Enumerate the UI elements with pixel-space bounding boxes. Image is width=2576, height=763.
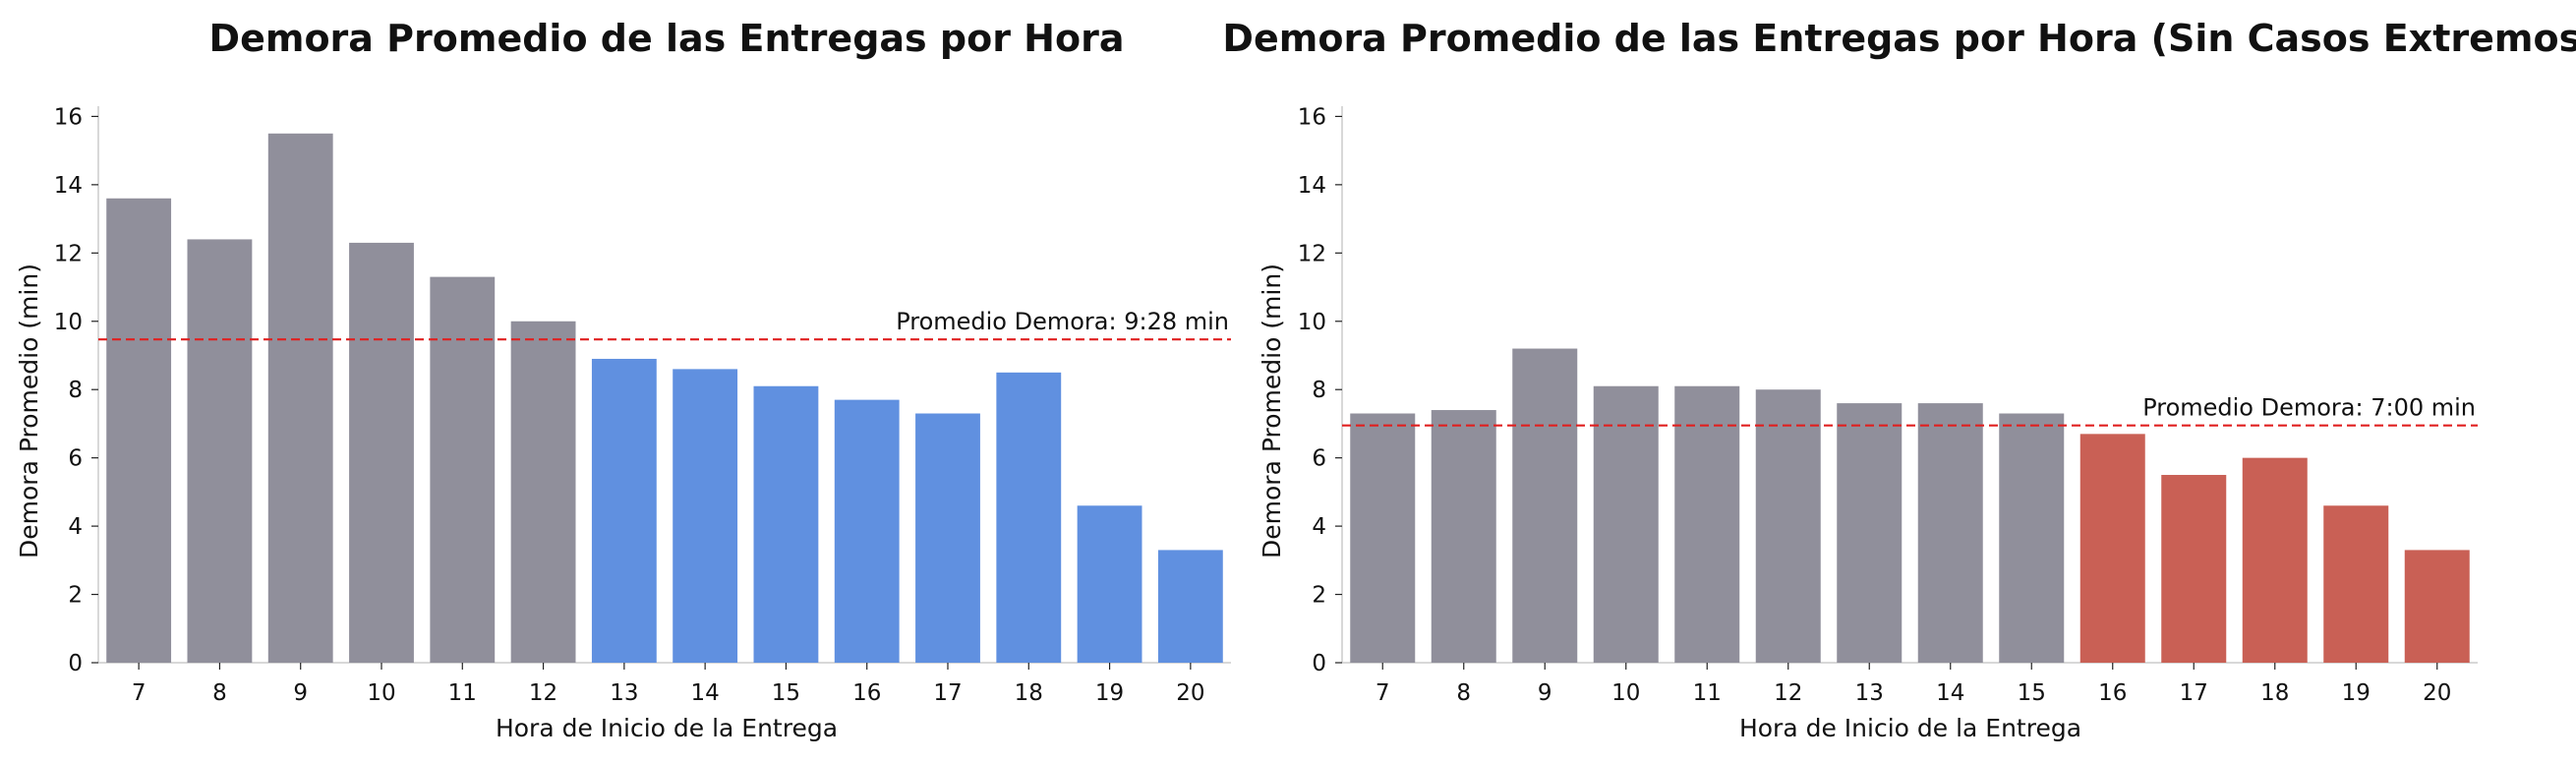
x-tick-label: 9 — [293, 680, 308, 706]
y-tick-label: 10 — [1298, 310, 1326, 335]
x-tick-label: 13 — [1855, 680, 1884, 706]
bar — [1157, 550, 1223, 663]
y-tick-label: 6 — [68, 446, 83, 472]
x-tick-label: 14 — [691, 680, 720, 706]
x-tick-label: 7 — [132, 680, 146, 706]
x-tick-label: 12 — [1774, 680, 1802, 706]
x-tick-label: 17 — [2180, 680, 2208, 706]
bar — [996, 372, 1062, 663]
x-tick-label: 14 — [1936, 680, 1964, 706]
bar — [349, 242, 414, 664]
y-tick-label: 2 — [68, 583, 83, 609]
x-tick-label: 19 — [1095, 680, 1124, 706]
y-tick-label: 16 — [54, 104, 83, 130]
bar — [1755, 389, 1821, 663]
y-tick-label: 12 — [1298, 241, 1326, 266]
chart-panel-left: Demora Promedio de las Entregas por Hora… — [15, 17, 1231, 742]
bar — [2161, 475, 2227, 663]
x-tick-label: 15 — [772, 680, 800, 706]
y-tick-label: 8 — [68, 378, 83, 403]
bar — [430, 276, 496, 663]
x-tick-label: 8 — [212, 680, 227, 706]
x-tick-label: 12 — [529, 680, 557, 706]
chart-title: Demora Promedio de las Entregas por Hora — [209, 17, 1125, 60]
bar — [2242, 457, 2308, 663]
plot-area: 0 2 4 6 8 10 12 14 16 7 8 9 10 11 12 13 14 15 16 17 18 19 20 Pr… — [54, 104, 1231, 706]
x-tick-label: 17 — [933, 680, 962, 706]
x-tick-label: 13 — [610, 680, 638, 706]
bar — [673, 369, 738, 663]
bar — [187, 239, 253, 663]
bar — [1837, 403, 1903, 663]
x-tick-label: 9 — [1538, 680, 1552, 706]
y-tick-label: 4 — [68, 514, 83, 540]
x-tick-label: 15 — [2018, 680, 2046, 706]
x-tick-label: 20 — [2423, 680, 2451, 706]
x-tick-label: 19 — [2342, 680, 2371, 706]
bar — [106, 198, 172, 663]
bar — [1593, 385, 1659, 663]
bar — [1431, 410, 1496, 663]
bar — [753, 385, 819, 663]
mean-annotation: Promedio Demora: 9:28 min — [896, 308, 1229, 335]
y-tick-label: 6 — [1312, 446, 1326, 472]
bar — [510, 321, 576, 663]
y-tick-label: 0 — [1312, 651, 1326, 676]
x-tick-label: 8 — [1456, 680, 1471, 706]
x-tick-label: 7 — [1376, 680, 1390, 706]
y-tick-label: 14 — [54, 173, 83, 199]
y-tick-label: 2 — [1312, 583, 1326, 609]
x-axis-label: Hora de Inicio de la Entrega — [1739, 714, 2081, 742]
y-tick-label: 0 — [68, 651, 83, 676]
y-tick-label: 8 — [1312, 378, 1326, 403]
bar — [1917, 403, 1983, 663]
y-axis-label: Demora Promedio (min) — [15, 264, 43, 558]
x-tick-label: 16 — [2098, 680, 2127, 706]
bar — [2079, 434, 2145, 663]
chart-panel-right: Demora Promedio de las Entregas por Hora… — [1222, 17, 2576, 742]
x-tick-label: 10 — [367, 680, 395, 706]
bar — [2404, 550, 2470, 663]
x-tick-label: 18 — [2260, 680, 2289, 706]
bar — [267, 133, 333, 663]
bar — [1077, 505, 1142, 663]
bar — [1350, 413, 1416, 663]
bar — [834, 399, 900, 663]
y-tick-label: 4 — [1312, 514, 1326, 540]
y-tick-label: 16 — [1298, 104, 1326, 130]
x-tick-label: 11 — [1693, 680, 1722, 706]
y-tick-label: 10 — [54, 310, 83, 335]
chart-title: Demora Promedio de las Entregas por Hora… — [1222, 17, 2576, 60]
bar — [2323, 505, 2389, 663]
bar — [915, 413, 980, 663]
y-axis-label: Demora Promedio (min) — [1258, 264, 1286, 558]
x-tick-label: 11 — [448, 680, 477, 706]
x-axis-label: Hora de Inicio de la Entrega — [496, 714, 838, 742]
bar — [1999, 413, 2065, 663]
plot-area: 0 2 4 6 8 10 12 14 16 7 8 9 10 11 12 13 14 15 16 17 18 19 20 Pr… — [1298, 104, 2478, 706]
mean-annotation: Promedio Demora: 7:00 min — [2142, 394, 2476, 422]
bar — [1674, 385, 1740, 663]
bar — [1512, 348, 1578, 663]
y-tick-label: 14 — [1298, 173, 1326, 199]
bar — [591, 358, 657, 663]
y-tick-label: 12 — [54, 241, 83, 266]
x-tick-label: 10 — [1611, 680, 1640, 706]
x-tick-label: 16 — [852, 680, 881, 706]
x-tick-label: 20 — [1176, 680, 1204, 706]
x-tick-label: 18 — [1015, 680, 1043, 706]
